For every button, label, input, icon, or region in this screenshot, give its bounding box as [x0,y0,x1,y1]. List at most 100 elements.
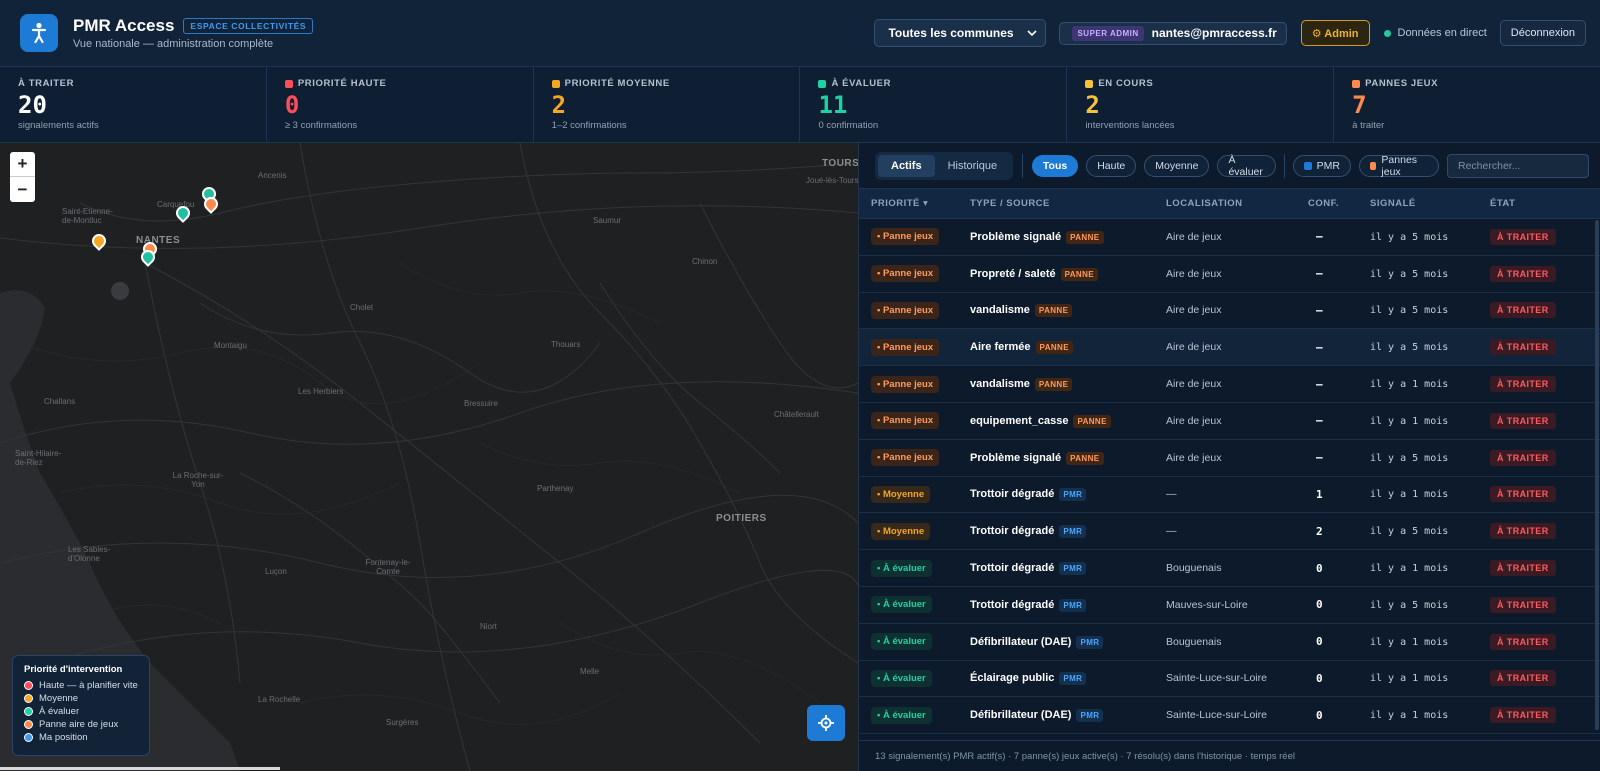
report-location: Aire de jeux [1166,451,1222,464]
table-scrollbar[interactable] [1595,220,1599,730]
priority-badge: • Panne jeux [871,301,940,319]
table-body: • Panne jeux Problème signalé PANNE Aire de… [859,219,1600,740]
map-scrollbar[interactable] [0,767,280,770]
table-row[interactable]: • Panne jeux vandalisme PANNE Aire de jeux –… [859,293,1600,330]
status-badge: À TRAITER [1490,339,1556,356]
locate-me-button[interactable] [807,705,845,741]
report-type: Défibrillateur (DAE) [970,635,1072,648]
table-row[interactable]: • À évaluer Trottoir dégradé PMR Bouguenais… [859,550,1600,587]
filter-haute[interactable]: Haute [1086,154,1137,177]
user-email: nantes@pmraccess.fr [1151,26,1277,40]
app-header: PMR Access ESPACE COLLECTIVITÉS Vue nati… [0,0,1600,67]
tab-actifs[interactable]: Actifs [878,154,935,177]
filter-tous[interactable]: Tous [1031,154,1079,177]
stat-value: 11 [818,91,848,119]
tab-historique[interactable]: Historique [947,159,998,172]
stat-label-text: À TRAITER [18,78,75,89]
reported-time: il y a 5 mois [1370,305,1449,317]
table-row[interactable]: • Panne jeux Problème signalé PANNE Aire de… [859,219,1600,256]
map-city-label: Ancenis [258,171,287,180]
report-location: — [1166,488,1177,501]
table-row[interactable]: • À évaluer Trottoir dégradé PMR Mauves-sur… [859,587,1600,624]
search-input[interactable] [1447,153,1589,178]
report-type: Éclairage public [970,672,1055,685]
report-type: equipement_casse [970,414,1069,427]
stat-card: À ÉVALUER 11 0 confirmation [800,67,1068,142]
map-city-label: Saint-Etienne-de-Montluc [62,207,113,225]
report-location: Aire de jeux [1166,378,1222,391]
table-row[interactable]: • Moyenne Trottoir dégradé PMR — 2 il y a 5 m… [859,513,1600,551]
report-type: Problème signalé [970,230,1062,243]
column-header-state: ÉTAT [1490,198,1516,209]
table-row[interactable]: • Panne jeux vandalisme PANNE Aire de jeux –… [859,366,1600,403]
map-city-label: Niort [480,622,497,631]
legend-label: Panne aire de jeux [39,719,119,730]
filter-moyenne[interactable]: Moyenne [1144,154,1210,177]
chevron-down-icon [1027,29,1038,36]
status-badge: À TRAITER [1490,560,1556,577]
stat-subtext: 0 confirmation [818,120,879,131]
report-location: — [1166,525,1177,538]
filter-pmr-label: PMR [1316,159,1340,172]
stat-label: À ÉVALUER [818,78,1048,89]
admin-button[interactable]: ⚙ Admin [1300,20,1370,46]
commune-select-value: Toutes les communes [888,26,1014,40]
table-row[interactable]: • À évaluer Éclairage public PMR Sainte-Luc… [859,661,1600,698]
map-city-label: Challans [44,397,76,406]
stat-value: 20 [18,91,47,119]
logout-button[interactable]: Déconnexion [1499,20,1586,46]
stat-card: EN COURS 2 interventions lancées [1067,67,1335,142]
status-badge: À TRAITER [1490,707,1556,724]
status-badge: À TRAITER [1490,596,1556,613]
filter-pmr[interactable]: PMR [1292,154,1351,177]
stat-card: PRIORITÉ HAUTE 0 ≥ 3 confirmations [267,67,534,142]
report-location: Mauves-sur-Loire [1166,598,1248,611]
table-row[interactable]: • À évaluer Défibrillateur (DAE) PMR Bougue… [859,624,1600,661]
column-header-priority[interactable]: PRIORITÉ ▾ [871,198,929,209]
stat-subtext: signalements actifs [18,120,99,131]
stat-label: PANNES JEUX [1352,78,1582,89]
confirmation-count: – [1316,267,1323,281]
source-badge: PMR [1059,598,1087,612]
stat-marker-icon [1352,79,1361,88]
source-badge: PANNE [1060,267,1099,281]
table-row[interactable]: • Moyenne Trottoir dégradé PMR — 1 il y a 1 m… [859,477,1600,514]
source-badge: PMR [1076,635,1104,649]
map-city-label: Parthenay [537,484,574,493]
filter-pannes-label: Pannes jeux [1381,153,1418,178]
table-row[interactable]: • Panne jeux Problème signalé PANNE Aire de… [859,440,1600,477]
source-badge: PMR [1059,488,1087,502]
status-badge: À TRAITER [1490,376,1556,393]
filter-pannes-jeux[interactable]: Pannes jeux [1358,153,1439,178]
map-view[interactable]: Ancenis Saint-Etienne-de-Montluc NANTES … [0,143,858,771]
status-badge: À TRAITER [1490,486,1556,503]
stat-card: PRIORITÉ MOYENNE 2 1–2 confirmations [534,67,801,142]
map-city-label: NANTES [136,235,181,246]
zoom-in-button[interactable]: + [10,152,35,177]
stat-label: À TRAITER [18,78,248,89]
stat-subtext: ≥ 3 confirmations [284,120,358,131]
status-badge: À TRAITER [1490,302,1556,319]
source-badge: PMR [1059,672,1087,686]
map-city-label: Surgères [386,718,419,727]
panel-toolbar: Actifs Historique Tous Haute Moyenne À é… [859,143,1600,189]
commune-select[interactable]: Toutes les communes [874,19,1047,47]
report-type: vandalisme [970,378,1030,391]
confirmation-count: 0 [1316,671,1323,685]
table-row[interactable]: • Panne jeux Propreté / saleté PANNE Aire d… [859,256,1600,293]
legend-label: À évaluer [39,706,80,717]
stat-value: 7 [1352,91,1367,119]
filter-a-evaluer[interactable]: À évaluer [1217,154,1276,178]
source-badge: PANNE [1073,414,1111,428]
source-badge: PANNE [1034,304,1073,318]
table-row[interactable]: • Panne jeux equipement_casse PANNE Aire de… [859,403,1600,440]
map-city-label: Les Sables-d'Olonne [68,545,111,563]
report-location: Sainte-Luce-sur-Loire [1166,709,1267,722]
table-row[interactable]: • À évaluer Défibrillateur (DAE) PMR Sainte… [859,697,1600,735]
zoom-out-button[interactable]: − [17,179,28,199]
table-row[interactable]: • Panne jeux Aire fermée PANNE Aire de jeux… [859,329,1600,367]
confirmation-count: 0 [1316,561,1323,575]
confirmation-count: 0 [1316,598,1323,612]
priority-badge: • Panne jeux [871,265,940,283]
status-badge: À TRAITER [1490,412,1556,429]
